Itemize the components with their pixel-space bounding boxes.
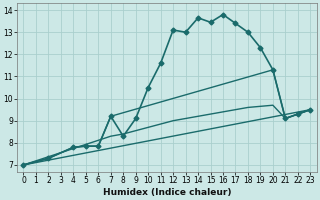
X-axis label: Humidex (Indice chaleur): Humidex (Indice chaleur) xyxy=(103,188,231,197)
